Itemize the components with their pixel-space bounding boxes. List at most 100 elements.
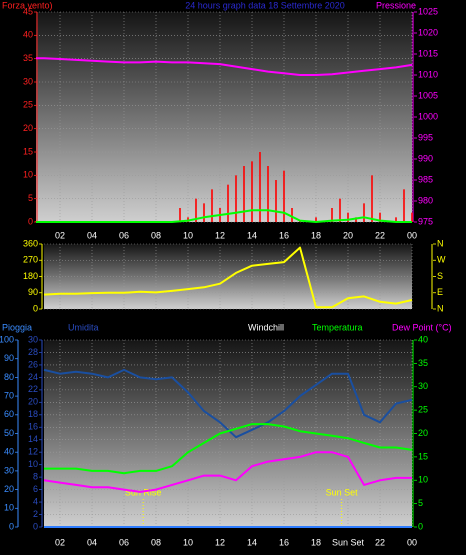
y-tick-label: 15 [23, 146, 33, 156]
y2-tick-label: 40 [418, 334, 428, 344]
y-tick-label: 60 [4, 409, 14, 419]
bar [411, 212, 413, 222]
bar [259, 152, 261, 222]
y-tick-label: 90 [4, 353, 14, 363]
y3-tick-label: 24 [28, 372, 38, 382]
y2-tick-label: 1015 [418, 48, 438, 58]
plot-background [36, 12, 412, 222]
y-tick-label: 270 [23, 255, 38, 265]
y2-tick-label: 5 [418, 498, 423, 508]
line [43, 451, 412, 493]
line [43, 246, 413, 309]
y2-tick-label: 1000 [418, 111, 438, 121]
x-tick-label: 10 [183, 230, 193, 240]
y2-tick-label: 1025 [418, 6, 438, 16]
y2-tick-label: N [437, 303, 444, 313]
bar [275, 180, 277, 222]
y3-tick-label: 6 [33, 484, 38, 494]
x-tick-label: 04 [87, 537, 97, 547]
y-label: Forza vento) [2, 0, 53, 10]
y-tick-label: 70 [4, 390, 14, 400]
y2-tick-label: 975 [418, 216, 433, 226]
header-label: Windchill [248, 322, 284, 332]
y2-tick-label: 1005 [418, 90, 438, 100]
y-tick-label: 45 [23, 6, 33, 16]
line [36, 57, 413, 76]
y2-tick-label: 985 [418, 174, 433, 184]
x-tick-label: 06 [119, 537, 129, 547]
bar [331, 208, 333, 222]
bar [251, 161, 253, 222]
y-tick-label: 25 [23, 100, 33, 110]
y2-tick-label: 980 [418, 195, 433, 205]
bar [203, 203, 205, 222]
bar [283, 170, 285, 222]
y3-tick-label: 30 [28, 334, 38, 344]
y2-tick-label: 0 [418, 521, 423, 531]
x-tick-label: 14 [247, 230, 257, 240]
x-tick-label: 08 [151, 537, 161, 547]
y2-tick-label: E [437, 287, 443, 297]
bar [363, 203, 365, 222]
y3-tick-label: 22 [28, 384, 38, 394]
y2-tick-label: 20 [418, 428, 428, 438]
x-tick-label: 10 [183, 537, 193, 547]
y3-tick-label: 18 [28, 409, 38, 419]
y2-tick-label: 1010 [418, 69, 438, 79]
y2-tick-label: S [437, 271, 443, 281]
y2-tick-label: 25 [418, 405, 428, 415]
y2-tick-label: 995 [418, 132, 433, 142]
y3-tick-label: 28 [28, 347, 38, 357]
y2-tick-label: 10 [418, 475, 428, 485]
header-label: Dew Point (°C) [392, 322, 452, 332]
x-tick-label: 18 [311, 230, 321, 240]
bar [347, 212, 349, 222]
y-tick-label: 0 [9, 521, 14, 531]
y3-tick-label: 2 [33, 509, 38, 519]
y-tick-label: 10 [23, 170, 33, 180]
bar [195, 198, 197, 222]
x-tick-label: 04 [87, 230, 97, 240]
x-tick-label: 02 [55, 230, 65, 240]
bar [291, 208, 293, 222]
y3-tick-label: 4 [33, 496, 38, 506]
y-tick-label: 30 [23, 76, 33, 86]
y3-tick-label: 8 [33, 472, 38, 482]
bar [395, 217, 397, 222]
x-tick-label: Sun Set [332, 537, 365, 547]
x-tick-label: 00 [407, 230, 417, 240]
y3-tick-label: 10 [28, 459, 38, 469]
x-tick-label: 18 [311, 537, 321, 547]
line [44, 423, 413, 475]
x-tick-label: 22 [375, 230, 385, 240]
bar [227, 184, 229, 222]
y-tick-label: 20 [4, 484, 14, 494]
y3-tick-label: 12 [28, 447, 38, 457]
bar [267, 166, 269, 222]
bar [243, 166, 245, 222]
bar [339, 198, 341, 222]
y2-tick-label: 990 [418, 153, 433, 163]
y3-tick-label: 14 [28, 434, 38, 444]
y3-tick-label: 0 [33, 521, 38, 531]
bar [379, 212, 381, 222]
y2-tick-label: 15 [418, 451, 428, 461]
y2-tick-label: 35 [418, 358, 428, 368]
y-tick-label: 360 [23, 238, 38, 248]
x-tick-label: 12 [215, 230, 225, 240]
y-tick-label: 35 [23, 53, 33, 63]
x-tick-label: 14 [247, 537, 257, 547]
x-tick-label: 16 [279, 230, 289, 240]
title: 24 hours graph data 18 Settembre 2020 [185, 0, 345, 10]
y-tick-label: 50 [4, 428, 14, 438]
bar [235, 175, 237, 222]
bar [211, 189, 213, 222]
x-tick-label: 12 [215, 537, 225, 547]
y3-label: Umidita [68, 322, 99, 332]
x-tick-label: 08 [151, 230, 161, 240]
y2-tick-label: 30 [418, 381, 428, 391]
x-tick-label: 22 [375, 537, 385, 547]
bar [179, 208, 181, 222]
y2-tick-label: 1020 [418, 27, 438, 37]
